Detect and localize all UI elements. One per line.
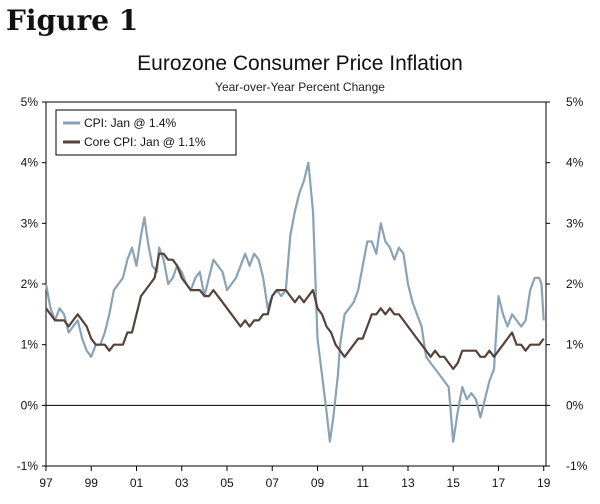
x-tick-label: 11	[357, 476, 370, 490]
x-tick-label: 01	[130, 476, 144, 490]
x-axis: 97 99 01 03 05 07 09 11 13 15 17 19	[39, 466, 551, 490]
x-tick-label: 07	[266, 476, 280, 490]
y-tick-label-right: 5%	[566, 95, 584, 109]
legend-box	[55, 109, 237, 156]
y-tick-label: 3%	[21, 216, 39, 230]
plot-frame	[45, 101, 547, 467]
legend: CPI: Jan @ 1.4% Core CPI: Jan @ 1.1%	[55, 109, 237, 156]
y-tick-label: 4%	[21, 156, 39, 170]
x-tick-label: 17	[492, 476, 506, 490]
y-tick-label: 2%	[21, 277, 39, 291]
series-line-core-cpi	[45, 252, 545, 370]
series-layer	[44, 161, 545, 443]
y-tick-label-right: 2%	[566, 277, 584, 291]
x-tick-label: 03	[175, 476, 189, 490]
x-tick-label: 97	[39, 476, 53, 490]
y-tick-label-right: 0%	[566, 398, 584, 412]
x-tick-label: 15	[447, 476, 461, 490]
y-tick-label-right: 1%	[566, 338, 584, 352]
chart-title: Eurozone Consumer Price Inflation	[137, 52, 463, 75]
y-tick-label-right: 3%	[566, 216, 584, 230]
legend-label-core-cpi: Core CPI: Jan @ 1.1%	[84, 135, 206, 149]
x-tick-label: 99	[85, 476, 99, 490]
x-tick-label: 09	[311, 476, 325, 490]
legend-label-cpi: CPI: Jan @ 1.4%	[84, 116, 177, 130]
x-tick-label: 05	[220, 476, 234, 490]
figure-label: Figure 1	[6, 4, 139, 37]
chart-subtitle: Year-over-Year Percent Change	[215, 80, 385, 94]
y-tick-label-right: 4%	[566, 156, 584, 170]
y-tick-label: 0%	[21, 398, 39, 412]
series-line-cpi	[44, 161, 545, 443]
y-tick-label: -1%	[17, 459, 39, 473]
y-tick-label: 1%	[21, 338, 39, 352]
x-tick-label: 19	[537, 476, 551, 490]
y-axis: -1% -1% 0% 0% 1% 1% 2% 2% 3% 3% 4% 4% 5% 5%	[17, 95, 588, 473]
y-tick-label-right: -1%	[566, 459, 588, 473]
y-tick-label: 5%	[21, 95, 39, 109]
x-tick-label: 13	[401, 476, 415, 490]
